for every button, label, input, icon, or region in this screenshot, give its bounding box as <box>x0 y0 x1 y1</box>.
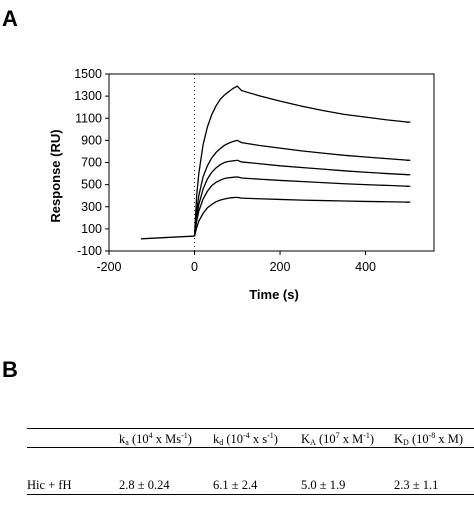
y-tick-label: 900 <box>81 133 102 147</box>
sensorgram-chart: -100 100 300 500 700 900 1100 1300 1500 -200 0 200… <box>48 67 435 302</box>
x-axis-title: Time (s) <box>249 287 299 302</box>
x-tick-label: 0 <box>191 260 198 274</box>
table-top-rule <box>27 428 474 429</box>
y-tick-label: 1100 <box>75 111 102 125</box>
cell-ka: 2.8 ± 0.24 <box>119 478 170 492</box>
table-bottom-rule <box>27 494 474 495</box>
header-ka: ka (104 x Ms-1) <box>119 431 192 447</box>
y-tick-label: -100 <box>77 244 102 258</box>
plot-frame <box>108 73 435 252</box>
y-tick-label: 300 <box>81 200 102 214</box>
y-tick-label: 500 <box>81 178 102 192</box>
y-tick-label: 1500 <box>74 67 102 81</box>
table-header-rule <box>27 447 474 448</box>
panel-label-b: B <box>2 357 18 382</box>
series-line-3 <box>193 159 409 237</box>
header-KD: KD (10-8 x M) <box>394 431 464 447</box>
x-tick-label: 400 <box>355 260 376 274</box>
cell-kd: 6.1 ± 2.4 <box>213 478 258 492</box>
header-kd: kd (10-4 x s-1) <box>213 431 278 447</box>
y-tick-label: 700 <box>81 156 102 170</box>
x-tick-label: -200 <box>96 260 121 274</box>
y-tick-label: 100 <box>81 222 102 236</box>
plot-border <box>108 73 435 252</box>
y-axis: -100 100 300 500 700 900 1100 1300 1500 <box>74 67 109 258</box>
series-line-4 <box>193 176 409 237</box>
y-axis-title: Response (RU) <box>48 129 63 222</box>
cell-KA: 5.0 ± 1.9 <box>301 478 346 492</box>
series-lines <box>141 85 411 240</box>
series-line-2 <box>193 139 409 237</box>
x-tick-label: 200 <box>270 260 291 274</box>
panel-label-a: A <box>2 6 18 31</box>
row-label: Hic + fH <box>27 478 72 492</box>
x-axis: -200 0 200 400 <box>96 251 376 274</box>
series-line-1 <box>193 85 409 237</box>
header-KA: KA (107 x M-1) <box>301 431 375 447</box>
series-line-5 <box>193 196 409 237</box>
baseline-line <box>141 235 195 240</box>
cell-KD: 2.3 ± 1.1 <box>394 478 439 492</box>
y-tick-label: 1300 <box>74 89 102 103</box>
